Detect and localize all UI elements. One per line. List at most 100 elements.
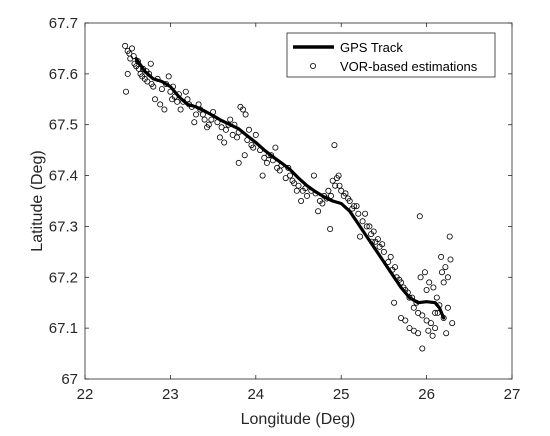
- vor-estimation-point: [204, 124, 211, 131]
- vor-estimation-point: [177, 106, 184, 113]
- vor-estimation-point: [282, 175, 289, 182]
- vor-estimation-point: [310, 172, 317, 179]
- vor-estimation-point: [150, 83, 157, 90]
- vor-estimation-point: [338, 187, 345, 194]
- vor-estimation-point: [430, 284, 437, 291]
- vor-estimation-point: [229, 131, 236, 138]
- vor-estimation-point: [380, 248, 387, 255]
- gps-track-layer: [134, 56, 446, 320]
- vor-estimation-point: [201, 116, 208, 123]
- vor-estimation-point: [359, 218, 366, 225]
- x-axis-label: Longitude (Deg): [241, 411, 356, 428]
- x-tick-label: 22: [77, 386, 94, 403]
- vor-estimation-point: [241, 152, 248, 159]
- vor-estimation-point: [293, 187, 300, 194]
- vor-estimation-point: [242, 111, 249, 118]
- y-tick-label: 67.6: [49, 66, 78, 83]
- vor-estimation-point: [444, 274, 451, 281]
- vor-estimation-point: [336, 182, 343, 189]
- vor-estimation-point: [216, 134, 223, 141]
- vor-estimation-point: [235, 159, 242, 166]
- y-tick-label: 67.5: [49, 117, 78, 134]
- y-tick-label: 67.2: [49, 269, 78, 286]
- vor-estimation-point: [289, 177, 296, 184]
- vor-estimation-point: [295, 182, 302, 189]
- vor-estimation-point: [406, 325, 413, 332]
- legend: GPS Track VOR-based estimations: [286, 32, 496, 78]
- vor-estimation-point: [259, 172, 266, 179]
- vor-estimation-point: [331, 142, 338, 149]
- vor-estimation-point: [147, 60, 154, 67]
- vor-estimation-point: [151, 96, 158, 103]
- vor-estimation-point: [272, 144, 279, 151]
- vor-estimation-point: [356, 233, 363, 240]
- vor-estimation-point: [391, 299, 398, 306]
- vor-estimation-point: [363, 223, 370, 230]
- vor-estimation-point: [438, 269, 445, 276]
- vor-estimation-point: [208, 116, 215, 123]
- vor-estimation-point: [191, 119, 198, 126]
- vor-estimation-point: [419, 312, 426, 319]
- vor-estimation-point: [444, 304, 451, 311]
- vor-estimation-point: [432, 309, 439, 316]
- vor-estimation-point: [391, 264, 398, 271]
- y-tick-label: 67.4: [49, 168, 78, 185]
- vor-estimation-point: [335, 172, 342, 179]
- vor-estimation-point: [327, 225, 334, 232]
- vor-estimation-point: [263, 159, 270, 166]
- vor-estimation-point: [432, 325, 439, 332]
- vor-estimation-point: [440, 279, 447, 286]
- vor-estimation-point: [245, 126, 252, 133]
- vor-estimation-point: [227, 116, 234, 123]
- vor-estimation-point: [286, 172, 293, 179]
- y-ticks: 67 67.1 67.2 67.3 67.4 67.5 67.6 67.7: [49, 15, 512, 388]
- x-tick-label: 23: [162, 386, 179, 403]
- vor-estimation-point: [447, 256, 454, 263]
- vor-estimation-point: [329, 177, 336, 184]
- vor-estimation-point: [397, 314, 404, 321]
- vor-estimation-point: [429, 332, 436, 339]
- vor-estimation-point: [353, 203, 360, 210]
- y-axis-label: Latitude (Deg): [29, 150, 46, 251]
- vor-estimation-point: [192, 111, 199, 118]
- vor-estimation-point: [355, 210, 362, 217]
- vor-estimation-point: [402, 317, 409, 324]
- vor-estimation-point: [169, 96, 176, 103]
- vor-estimation-point: [221, 139, 228, 146]
- vor-estimation-point: [433, 294, 440, 301]
- vor-estimation-point: [144, 78, 151, 85]
- vor-estimation-point: [239, 106, 246, 113]
- vor-estimation-point: [298, 197, 305, 204]
- vor-estimation-point: [379, 241, 386, 248]
- vor-estimation-point: [438, 253, 445, 260]
- legend-vor-marker-icon: [309, 63, 316, 70]
- vor-estimation-point: [421, 269, 428, 276]
- vor-estimation-point: [261, 154, 268, 161]
- vor-estimation-point: [250, 144, 257, 151]
- vor-estimation-point: [425, 327, 432, 334]
- x-tick-label: 27: [504, 386, 521, 403]
- vor-estimation-point: [315, 208, 322, 215]
- vor-estimation-point: [446, 233, 453, 240]
- vor-estimation-point: [161, 106, 168, 113]
- legend-box: [286, 32, 496, 78]
- vor-estimation-point: [362, 210, 369, 217]
- legend-gps-track-label: GPS Track: [340, 40, 403, 55]
- x-tick-label: 25: [333, 386, 350, 403]
- gps-track-line: [134, 56, 446, 320]
- vor-estimation-point: [410, 327, 417, 334]
- vor-estimation-point: [174, 98, 181, 105]
- vor-estimation-point: [332, 182, 339, 189]
- x-ticks: 22 23 24 25 26 27: [77, 23, 521, 403]
- y-tick-label: 67.7: [49, 15, 78, 32]
- vor-estimation-point: [442, 264, 449, 271]
- vor-estimation-point: [415, 330, 422, 337]
- vor-estimation-point: [340, 192, 347, 199]
- vor-estimation-point: [139, 73, 146, 80]
- vor-estimation-point: [233, 134, 240, 141]
- vor-estimation-point: [128, 45, 135, 52]
- vor-estimation-point: [387, 253, 394, 260]
- vor-estimation-point: [427, 320, 434, 327]
- vor-estimation-point: [370, 228, 377, 235]
